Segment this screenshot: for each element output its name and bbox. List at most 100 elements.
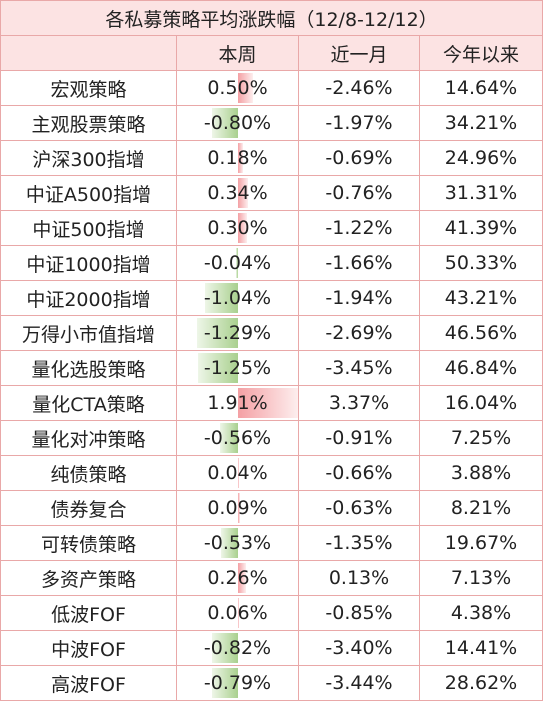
month-value: -1.35% bbox=[298, 525, 420, 561]
table-row: 主观股票策略 -0.80% -1.97% 34.21% bbox=[0, 105, 544, 141]
ytd-value: 43.21% bbox=[418, 280, 544, 316]
positive-data-bar bbox=[237, 563, 246, 593]
month-value: -0.69% bbox=[298, 140, 420, 176]
strategy-name: 高波FOF bbox=[0, 665, 177, 701]
negative-data-bar bbox=[212, 108, 238, 138]
week-value: -0.04% bbox=[203, 252, 272, 274]
ytd-value: 7.25% bbox=[418, 420, 544, 456]
ytd-value: 24.96% bbox=[418, 140, 544, 176]
table-row: 中证1000指增 -0.04% -1.66% 50.33% bbox=[0, 245, 544, 281]
ytd-value: 19.67% bbox=[418, 525, 544, 561]
strategy-name: 中波FOF bbox=[0, 630, 177, 666]
negative-data-bar bbox=[236, 248, 238, 278]
header-week: 本周 bbox=[176, 35, 299, 71]
strategy-name: 万得小市值指增 bbox=[0, 315, 177, 351]
month-value: -1.97% bbox=[298, 105, 420, 141]
strategy-name: 中证A500指增 bbox=[0, 175, 177, 211]
week-value: -0.79% bbox=[203, 672, 272, 694]
week-cell: -0.82% bbox=[176, 630, 299, 666]
ytd-value: 4.38% bbox=[418, 595, 544, 631]
month-value: -1.94% bbox=[298, 280, 420, 316]
week-cell: 0.04% bbox=[176, 455, 299, 491]
strategy-name: 沪深300指增 bbox=[0, 140, 177, 176]
week-cell: -1.04% bbox=[176, 280, 299, 316]
strategy-name: 可转债策略 bbox=[0, 525, 177, 561]
table-row: 量化选股策略 -1.25% -3.45% 46.84% bbox=[0, 350, 544, 386]
week-cell: -1.29% bbox=[176, 315, 299, 351]
table-title: 各私募策略平均涨跌幅（12/8-12/12） bbox=[0, 0, 544, 36]
ytd-value: 41.39% bbox=[418, 210, 544, 246]
table-row: 量化CTA策略 1.91% 3.37% 16.04% bbox=[0, 385, 544, 421]
header-name bbox=[0, 35, 177, 71]
month-value: -3.40% bbox=[298, 630, 420, 666]
ytd-value: 8.21% bbox=[418, 490, 544, 526]
negative-data-bar bbox=[197, 353, 238, 383]
week-cell: -0.79% bbox=[176, 665, 299, 701]
ytd-value: 14.41% bbox=[418, 630, 544, 666]
month-value: -3.44% bbox=[298, 665, 420, 701]
week-cell: 0.50% bbox=[176, 70, 299, 106]
month-value: 3.37% bbox=[298, 385, 420, 421]
negative-data-bar bbox=[204, 283, 238, 313]
negative-data-bar bbox=[219, 423, 238, 453]
week-cell: -0.04% bbox=[176, 245, 299, 281]
month-value: -0.85% bbox=[298, 595, 420, 631]
month-value: -1.66% bbox=[298, 245, 420, 281]
ytd-value: 31.31% bbox=[418, 175, 544, 211]
title-row: 各私募策略平均涨跌幅（12/8-12/12） bbox=[0, 0, 544, 36]
header-month: 近一月 bbox=[298, 35, 420, 71]
positive-data-bar bbox=[237, 143, 244, 173]
table-row: 中证A500指增 0.34% -0.76% 31.31% bbox=[0, 175, 544, 211]
week-value: -0.80% bbox=[203, 112, 272, 134]
week-value: 0.34% bbox=[207, 182, 268, 204]
month-value: -0.91% bbox=[298, 420, 420, 456]
positive-data-bar bbox=[237, 178, 249, 208]
table-row: 可转债策略 -0.53% -1.35% 19.67% bbox=[0, 525, 544, 561]
week-cell: -0.80% bbox=[176, 105, 299, 141]
negative-data-bar bbox=[196, 318, 238, 348]
header-row: 本周 近一月 今年以来 bbox=[0, 35, 544, 71]
week-cell: 0.06% bbox=[176, 595, 299, 631]
ytd-value: 3.88% bbox=[418, 455, 544, 491]
week-value: -0.56% bbox=[203, 427, 272, 449]
strategy-name: 低波FOF bbox=[0, 595, 177, 631]
week-value: 0.26% bbox=[207, 567, 268, 589]
month-value: -2.46% bbox=[298, 70, 420, 106]
strategy-returns-table-container: 各私募策略平均涨跌幅（12/8-12/12） 本周 近一月 今年以来 宏观策略 0… bbox=[0, 0, 544, 701]
month-value: -0.76% bbox=[298, 175, 420, 211]
strategy-name: 量化选股策略 bbox=[0, 350, 177, 386]
week-value: 0.06% bbox=[207, 602, 268, 624]
week-value: 0.30% bbox=[207, 217, 268, 239]
month-value: -0.66% bbox=[298, 455, 420, 491]
month-value: -2.69% bbox=[298, 315, 420, 351]
strategy-name: 量化CTA策略 bbox=[0, 385, 177, 421]
week-cell: 0.09% bbox=[176, 490, 299, 526]
week-cell: 1.91% bbox=[176, 385, 299, 421]
strategy-returns-table: 各私募策略平均涨跌幅（12/8-12/12） 本周 近一月 今年以来 宏观策略 0… bbox=[0, 0, 544, 701]
ytd-value: 46.56% bbox=[418, 315, 544, 351]
ytd-value: 14.64% bbox=[418, 70, 544, 106]
week-cell: -1.25% bbox=[176, 350, 299, 386]
week-cell: -0.56% bbox=[176, 420, 299, 456]
negative-data-bar bbox=[220, 528, 238, 558]
strategy-name: 多资产策略 bbox=[0, 560, 177, 596]
table-row: 中证2000指增 -1.04% -1.94% 43.21% bbox=[0, 280, 544, 316]
table-row: 宏观策略 0.50% -2.46% 14.64% bbox=[0, 70, 544, 106]
week-value: -1.29% bbox=[203, 322, 272, 344]
strategy-name: 中证500指增 bbox=[0, 210, 177, 246]
table-row: 量化对冲策略 -0.56% -0.91% 7.25% bbox=[0, 420, 544, 456]
week-cell: 0.18% bbox=[176, 140, 299, 176]
positive-data-bar bbox=[237, 598, 240, 628]
table-row: 中证500指增 0.30% -1.22% 41.39% bbox=[0, 210, 544, 246]
positive-data-bar bbox=[237, 388, 298, 418]
month-value: -0.63% bbox=[298, 490, 420, 526]
table-row: 高波FOF -0.79% -3.44% 28.62% bbox=[0, 665, 544, 701]
month-value: 0.13% bbox=[298, 560, 420, 596]
week-cell: 0.34% bbox=[176, 175, 299, 211]
positive-data-bar bbox=[237, 458, 239, 488]
week-value: -0.53% bbox=[203, 532, 272, 554]
strategy-name: 债券复合 bbox=[0, 490, 177, 526]
strategy-name: 宏观策略 bbox=[0, 70, 177, 106]
week-value: 1.91% bbox=[207, 392, 268, 414]
strategy-name: 主观股票策略 bbox=[0, 105, 177, 141]
